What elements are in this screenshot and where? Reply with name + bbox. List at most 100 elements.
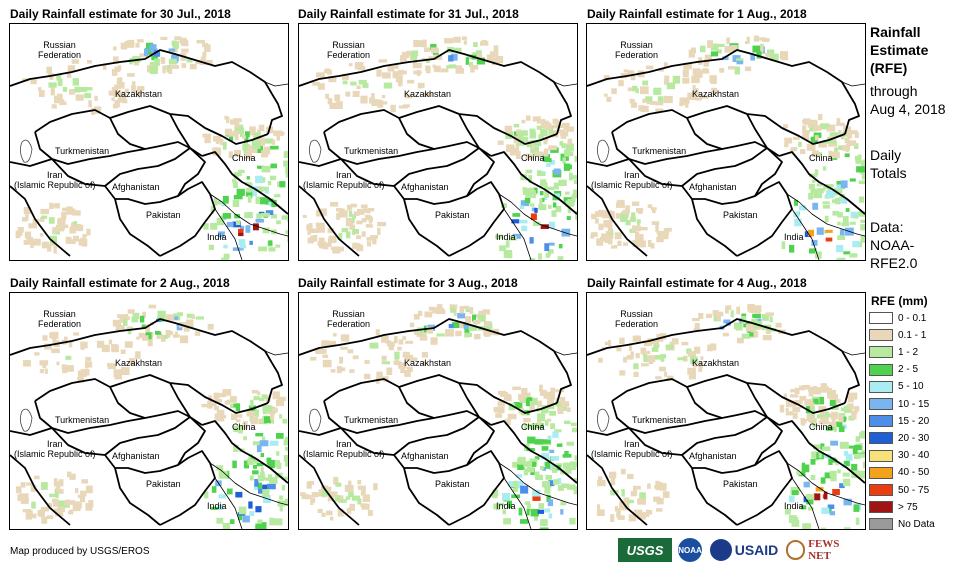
rain-cell: [538, 503, 544, 509]
rain-cell: [315, 349, 322, 354]
rain-cell: [666, 375, 674, 381]
rain-cell: [417, 327, 423, 336]
rain-cell: [233, 444, 239, 452]
rain-cell: [242, 421, 248, 429]
rain-cell: [274, 194, 281, 198]
rain-cell: [795, 400, 803, 405]
rain-cell: [565, 143, 574, 151]
rain-cell: [671, 338, 679, 345]
legend-label: 5 - 10: [898, 381, 924, 393]
rain-cell: [685, 102, 689, 108]
rain-cell: [80, 346, 85, 350]
rain-cell: [537, 420, 542, 427]
rain-cell: [617, 508, 621, 516]
rain-cell: [547, 249, 554, 254]
rain-cell: [407, 366, 413, 372]
rain-cell: [148, 304, 157, 309]
rain-cell: [179, 335, 189, 344]
country-label-turkmenistan: Turkmenistan: [55, 146, 110, 156]
rain-cell: [818, 142, 827, 148]
country-border: [104, 416, 206, 474]
rain-cell: [556, 443, 563, 447]
rain-cell: [655, 376, 662, 380]
rain-cell: [843, 498, 852, 506]
country-label-iran: Iran (Islamic Republic of): [14, 170, 96, 190]
rain-cell: [145, 324, 150, 333]
rain-cell: [26, 237, 34, 245]
rain-cell: [457, 313, 466, 319]
rain-cell: [28, 223, 37, 229]
rain-cell: [849, 178, 856, 182]
rain-cell: [852, 448, 858, 455]
rain-cell: [444, 38, 454, 44]
rain-cell: [534, 439, 544, 445]
rain-cell: [481, 40, 487, 45]
rain-cell: [261, 212, 270, 217]
rain-cell: [23, 207, 31, 215]
rain-cell: [49, 235, 57, 244]
rain-cell: [571, 422, 577, 427]
rain-cell: [118, 325, 125, 330]
rain-cell: [455, 330, 462, 337]
rain-cell: [422, 39, 427, 48]
rain-cell: [87, 361, 93, 368]
rain-cell: [597, 504, 601, 510]
rain-cell: [48, 217, 55, 224]
rain-cell: [234, 122, 240, 130]
rain-cell: [453, 304, 458, 309]
country-label-afghanistan: Afghanistan: [112, 182, 160, 192]
rain-cell: [325, 93, 329, 99]
rain-cell: [127, 39, 135, 48]
rain-cell: [301, 493, 309, 500]
rain-cell: [663, 79, 668, 85]
rain-cell: [136, 86, 145, 91]
rain-cell: [767, 49, 775, 58]
rain-cell: [23, 239, 28, 245]
rain-cell: [520, 174, 527, 181]
rain-cell: [253, 223, 259, 231]
rain-cell: [517, 464, 525, 470]
rain-cell: [255, 175, 263, 184]
rain-cell: [382, 72, 391, 79]
rain-cell: [652, 207, 656, 214]
rain-cell: [550, 124, 558, 129]
rain-cell: [540, 128, 548, 137]
rain-cell: [619, 501, 626, 509]
rain-cell: [486, 54, 494, 63]
rain-cell: [800, 505, 807, 510]
rain-cell: [712, 310, 719, 316]
rain-cell: [531, 207, 537, 212]
rain-cell: [393, 360, 401, 365]
rain-cell: [149, 62, 158, 66]
rain-cell: [344, 484, 354, 492]
rain-cell: [336, 212, 340, 220]
rain-cell: [655, 108, 664, 113]
rain-cell: [26, 482, 34, 486]
rain-cell: [623, 242, 628, 246]
rain-cell: [515, 480, 524, 489]
rain-cell: [48, 82, 57, 88]
rain-cell: [387, 65, 395, 72]
rain-cell: [810, 136, 818, 143]
rain-cell: [74, 86, 81, 93]
rain-cell: [632, 239, 637, 246]
rain-cell: [242, 135, 246, 139]
rain-cell: [802, 133, 810, 140]
rain-cell: [448, 64, 456, 69]
country-border: [10, 454, 71, 526]
rain-cell: [836, 118, 841, 123]
rain-cell: [716, 49, 722, 54]
rain-cell: [371, 93, 375, 98]
rain-cell: [352, 355, 359, 360]
legend-swatch: [869, 415, 893, 428]
rain-cell: [235, 491, 243, 498]
rain-cell: [501, 203, 507, 208]
rain-cell: [37, 510, 44, 516]
rain-cell: [204, 135, 211, 144]
rain-cell: [597, 480, 606, 487]
rain-cell: [268, 460, 275, 469]
rain-cell: [249, 240, 253, 245]
rain-cell: [681, 341, 689, 346]
rain-cell: [142, 311, 146, 318]
rain-cell: [119, 315, 124, 323]
